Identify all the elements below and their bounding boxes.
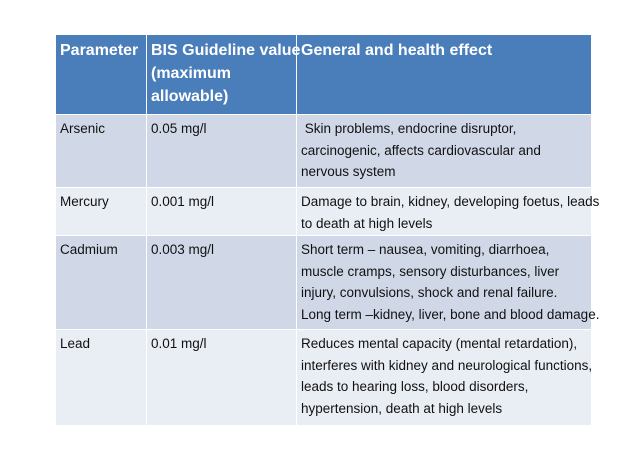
table-row: Arsenic 0.05 mg/l Skin problems, endocri…	[56, 115, 591, 188]
effect-line: Skin problems, endocrine disruptor,	[301, 121, 517, 136]
effect-line: Reduces mental capacity (mental retardat…	[301, 336, 578, 351]
cell-value: 0.003 mg/l	[147, 236, 297, 329]
header-bis-line: (maximum	[151, 65, 232, 82]
cell-effect: Damage to brain, kidney, developing foet…	[297, 188, 600, 235]
cell-effect: Reduces mental capacity (mental retardat…	[297, 330, 593, 425]
effect-line: carcinogenic, affects cardiovascular and	[301, 142, 541, 158]
cell-parameter: Cadmium	[56, 236, 147, 329]
cell-value: 0.001 mg/l	[147, 188, 297, 235]
cell-value: 0.05 mg/l	[147, 115, 297, 187]
effect-line: muscle cramps, sensory disturbances, liv…	[301, 263, 560, 279]
effect-line: injury, convulsions, shock and renal fai…	[301, 285, 558, 300]
header-bis-line: BIS Guideline value	[151, 42, 301, 59]
table-row: Mercury 0.001 mg/l Damage to brain, kidn…	[56, 188, 600, 236]
header-parameter-line: Parameter	[60, 42, 139, 59]
effect-line: Long term –kidney, liver, bone and blood…	[301, 306, 600, 322]
table-header-row: Parameter BIS Guideline value (maximum a…	[56, 35, 591, 115]
cell-parameter: Mercury	[56, 188, 147, 235]
cell-parameter: Arsenic	[56, 115, 147, 187]
effect-line: nervous system	[301, 164, 396, 179]
header-effect-line: General and health effect	[301, 42, 493, 59]
header-bis-line: allowable)	[151, 88, 229, 105]
effect-line: interferes with kidney and neurological …	[301, 357, 593, 373]
effect-line: leads to hearing loss, blood disorders,	[301, 379, 529, 394]
effect-line: hypertension, death at high levels	[301, 400, 503, 416]
header-parameter: Parameter	[56, 35, 147, 114]
effect-line: Short term – nausea, vomiting, diarrhoea…	[301, 242, 550, 257]
table-row: Lead 0.01 mg/l Reduces mental capacity (…	[56, 330, 593, 426]
cell-effect: Skin problems, endocrine disruptor, carc…	[297, 115, 591, 187]
effect-line: to death at high levels	[301, 215, 433, 231]
cell-value: 0.01 mg/l	[147, 330, 297, 425]
cell-parameter: Lead	[56, 330, 147, 425]
effect-line: Damage to brain, kidney, developing foet…	[301, 194, 600, 209]
guideline-table: Parameter BIS Guideline value (maximum a…	[56, 35, 600, 426]
table-row: Cadmium 0.003 mg/l Short term – nausea, …	[56, 236, 600, 330]
header-bis-value: BIS Guideline value (maximum allowable)	[147, 35, 301, 114]
header-health-effect: General and health effect	[297, 35, 591, 114]
cell-effect: Short term – nausea, vomiting, diarrhoea…	[297, 236, 600, 329]
